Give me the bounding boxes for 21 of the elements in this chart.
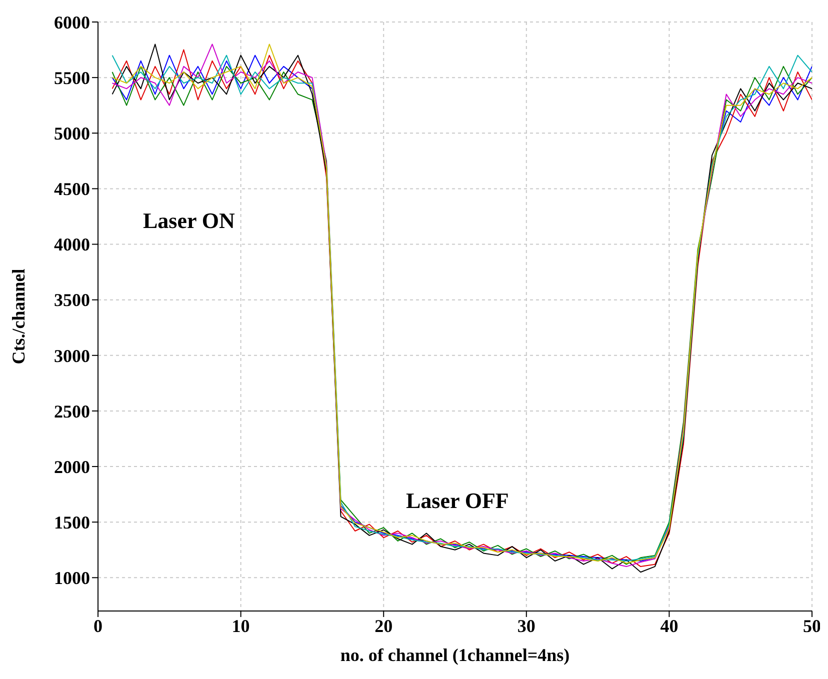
y-axis-title: Cts./channel [8,268,28,364]
x-tick-label: 20 [374,616,393,636]
annotation: Laser ON [143,208,235,234]
y-tick-label: 3000 [54,346,90,366]
y-tick-label: 6000 [54,12,90,32]
y-tick-label: 2000 [54,456,90,477]
x-tick-label: 10 [232,616,250,636]
y-tick-label: 2500 [54,401,90,422]
annotation: Laser OFF [406,488,509,514]
y-tick-label: 3500 [54,290,90,310]
y-tick-label: 4500 [54,179,90,200]
y-tick-label: 4000 [54,234,90,255]
x-tick-label: 0 [94,616,102,636]
y-tick-label: 1500 [54,512,90,532]
y-tick-label: 5000 [54,124,90,144]
x-tick-label: 30 [517,616,536,636]
y-tick-label: 1000 [54,568,90,588]
x-axis-title: no. of channel (1channel=4ns) [340,645,570,665]
x-tick-label: 40 [660,616,678,636]
y-tick-label: 5500 [54,68,90,88]
x-tick-label: 50 [803,616,821,636]
